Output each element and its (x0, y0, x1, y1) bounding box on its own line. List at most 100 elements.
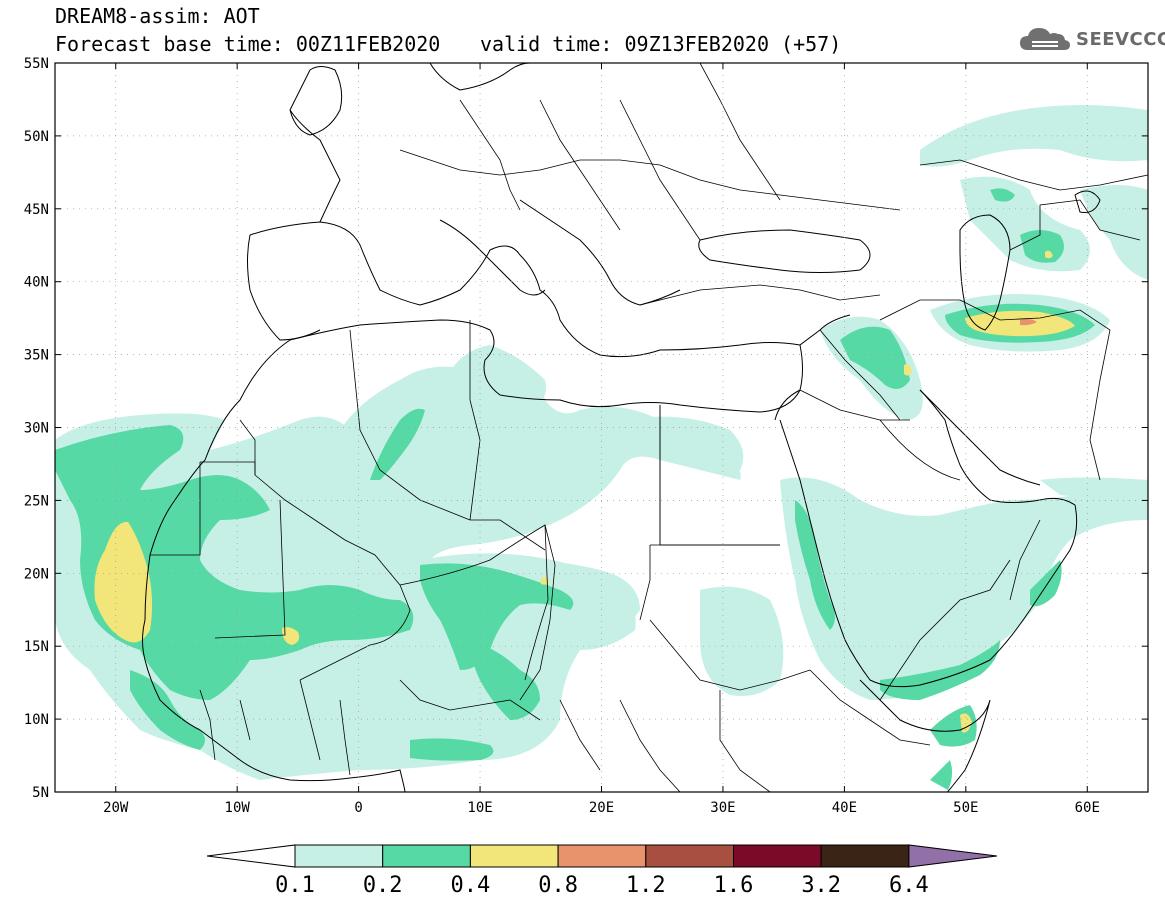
borders (150, 63, 1148, 792)
border-europe-3 (699, 63, 781, 201)
lat-label: 40N (24, 275, 49, 291)
plume-iran-peak (1020, 318, 1037, 326)
persian-gulf (919, 389, 1041, 486)
latitude-labels: 55N 50N 45N 40N 35N 30N 25N 20N 15N 10N 5N (24, 56, 1148, 801)
plume-arabia-interior (875, 535, 1018, 640)
plume-kazakh-medium (990, 188, 1015, 202)
cloud-icon (1020, 28, 1070, 50)
iberia-coast (247, 234, 321, 341)
italy-coast (439, 219, 546, 296)
plume-oman-medium (1030, 560, 1062, 607)
colorbar-level-label: 3.2 (801, 873, 841, 898)
plume-redsea-medium (795, 500, 835, 630)
caspian-coast (959, 214, 1011, 331)
lon-label: 40E (832, 800, 857, 816)
plume-turkmen-high (1045, 250, 1053, 259)
colorbar-level-label: 1.6 (714, 873, 754, 898)
plume-tunisia-medium (370, 408, 425, 480)
lon-label: 50E (953, 800, 978, 816)
lat-label: 15N (24, 639, 49, 655)
blacksea-coast (698, 229, 871, 273)
plume-chad-medium (470, 640, 540, 720)
plume-yemen-medium (880, 640, 1000, 700)
colorbar-max-arrow (908, 844, 997, 868)
arabia-coastline (779, 389, 1078, 688)
border-niger (399, 524, 549, 681)
border-east-africa (559, 690, 771, 792)
border-mali (214, 499, 411, 681)
uk-coast (289, 66, 343, 136)
colorbar-level-label: 0.4 (451, 873, 491, 898)
plume-iraq-medium (840, 326, 910, 389)
lat-label: 50N (24, 129, 49, 145)
border-iran (879, 299, 1111, 481)
colorbar-box (382, 844, 471, 868)
lat-label: 20N (24, 566, 49, 582)
lat-label: 30N (24, 421, 49, 437)
border-kazakh (919, 159, 1148, 191)
lat-label: 35N (24, 348, 49, 364)
plume-mali-high (282, 627, 300, 645)
border-nigeria (399, 679, 541, 721)
europe-coastline (249, 221, 801, 358)
colorbar-level-label: 0.2 (363, 873, 403, 898)
lon-label: 20W (103, 800, 129, 816)
border-egypt (659, 405, 780, 546)
colorbar: 0.1 0.2 0.4 0.8 1.2 1.6 3.2 6.4 (206, 844, 997, 898)
plume-caspian-light (960, 176, 1090, 272)
lon-label: 0 (354, 800, 362, 816)
plume-gulf-light (1040, 477, 1148, 500)
seevccc-logo: SEEVCCC (1018, 24, 1165, 54)
border-oman (1009, 519, 1041, 601)
plume-horn-light (700, 586, 784, 696)
colorbar-box (469, 844, 559, 868)
scandinavia-coast (429, 63, 531, 91)
border-europe-1 (399, 149, 901, 211)
africa-coastline (142, 314, 851, 792)
lat-label: 45N (24, 202, 49, 218)
longitude-labels: 20W 10W 0 10E 20E 30E 40E 50E 60E (103, 63, 1100, 816)
colorbar-box (733, 844, 822, 868)
balkan-coast (519, 199, 681, 306)
colorbar-box (557, 844, 647, 868)
colorbar-level-label: 0.8 (538, 873, 578, 898)
colorbar-box (294, 844, 384, 868)
plume-central-asia-light (1080, 185, 1148, 280)
plume-kenya-medium (930, 760, 953, 790)
graticule (55, 63, 1148, 792)
border-turkey (639, 284, 881, 306)
border-iraq (819, 329, 901, 421)
lon-label: 20E (589, 800, 614, 816)
plume-iraq-high (904, 364, 912, 376)
east-africa-coastline (774, 389, 801, 421)
border-chad (519, 524, 651, 701)
lat-label: 25N (24, 493, 49, 509)
colorbar-box (645, 844, 734, 868)
lat-label: 5N (32, 785, 49, 801)
border-ethiopia (809, 669, 931, 746)
lon-label: 60E (1075, 800, 1100, 816)
aral-sea (1074, 190, 1101, 213)
colorbar-level-label: 1.2 (626, 873, 666, 898)
plume-senegal-medium (130, 670, 205, 750)
lon-label: 30E (710, 800, 735, 816)
plume-mauritania-high (94, 521, 153, 643)
plume-nigeria-medium (410, 738, 494, 761)
colorbar-level-label: 6.4 (889, 873, 929, 898)
forecast-base-time: Forecast base time: 00Z11FEB2020 (55, 32, 441, 56)
valid-time: valid time: 09Z13FEB2020 (+57) (480, 32, 842, 56)
lat-label: 10N (24, 712, 49, 728)
border-turkmen (1009, 199, 1141, 251)
plume-libya-light (630, 416, 744, 470)
colorbar-level-label: 0.1 (275, 873, 315, 898)
border-west-africa (199, 679, 351, 776)
colorbar-min-arrow (206, 844, 296, 868)
lon-label: 10W (225, 800, 251, 816)
lat-label: 55N (24, 56, 49, 72)
chart-title: DREAM8-assim: AOT (55, 4, 260, 28)
france-coast (289, 109, 341, 223)
border-europe-2 (459, 99, 701, 241)
logo-text: SEEVCCC (1076, 28, 1165, 50)
colorbar-box (820, 844, 910, 868)
